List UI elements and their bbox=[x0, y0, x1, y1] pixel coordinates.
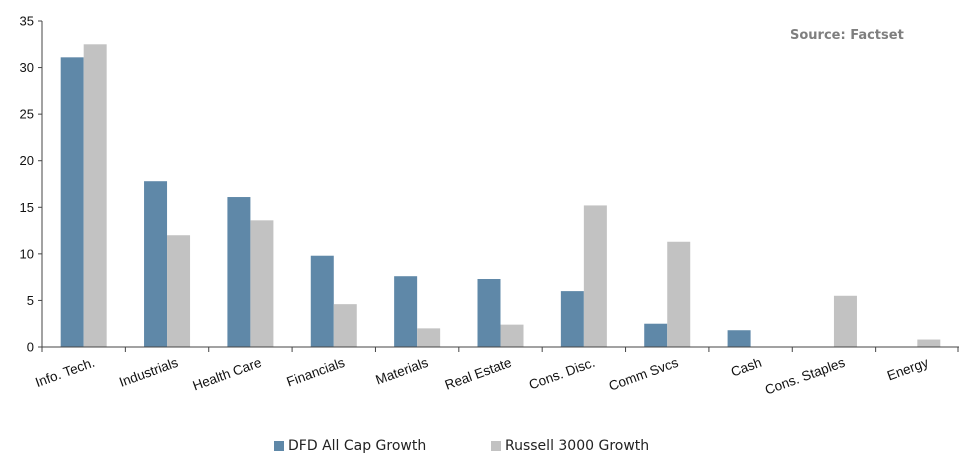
y-tick-label: 0 bbox=[27, 340, 34, 355]
bar-dfd-5 bbox=[477, 279, 501, 347]
bar-russell-6 bbox=[583, 205, 607, 347]
x-axis: Info. Tech. Industrials Health Care Financi… bbox=[33, 346, 959, 398]
x-category-label: Industrials bbox=[117, 355, 180, 390]
y-tick-label: 15 bbox=[20, 200, 34, 215]
bar-dfd-2 bbox=[227, 197, 251, 347]
x-category-label: Materials bbox=[374, 355, 431, 388]
legend-label-dfd: DFD All Cap Growth bbox=[288, 438, 427, 454]
bar-russell-5 bbox=[500, 324, 524, 347]
bar-dfd-7 bbox=[644, 323, 668, 347]
x-category-label: Cash bbox=[729, 355, 764, 380]
bar-dfd-0 bbox=[60, 57, 84, 347]
bar-russell-9 bbox=[833, 295, 857, 347]
x-category-label: Cons. Disc. bbox=[527, 355, 597, 393]
bar-russell-10 bbox=[917, 339, 941, 347]
bar-russell-1 bbox=[167, 235, 191, 347]
bar-dfd-3 bbox=[310, 255, 334, 347]
bar-dfd-4 bbox=[394, 276, 418, 347]
y-tick-label: 30 bbox=[20, 60, 34, 75]
x-category-label: Health Care bbox=[191, 355, 264, 394]
bar-russell-4 bbox=[417, 328, 441, 347]
x-category-label: Comm Svcs bbox=[607, 355, 681, 394]
y-axis: 0 5 10 15 20 25 30 35 bbox=[20, 14, 43, 355]
legend-label-russell: Russell 3000 Growth bbox=[505, 438, 650, 454]
x-category-label: Real Estate bbox=[443, 355, 514, 393]
source-annotation: Source: Factset bbox=[790, 28, 904, 43]
x-category-label: Info. Tech. bbox=[33, 355, 96, 390]
bar-dfd-6 bbox=[560, 291, 584, 347]
y-tick-label: 35 bbox=[20, 14, 34, 29]
y-tick-label: 20 bbox=[20, 153, 34, 168]
legend: DFD All Cap Growth Russell 3000 Growth bbox=[0, 438, 959, 456]
bars bbox=[60, 44, 941, 348]
legend-item-dfd: DFD All Cap Growth bbox=[274, 438, 426, 454]
bar-dfd-8 bbox=[727, 330, 751, 347]
bar-russell-7 bbox=[667, 241, 691, 347]
x-category-label: Financials bbox=[285, 355, 347, 390]
y-tick-label: 25 bbox=[20, 107, 34, 122]
legend-swatch-dfd bbox=[274, 441, 284, 451]
bar-dfd-1 bbox=[144, 181, 168, 347]
y-tick-label: 5 bbox=[27, 293, 34, 308]
x-category-label: Energy bbox=[885, 355, 931, 384]
bar-russell-0 bbox=[83, 44, 107, 348]
bar-russell-2 bbox=[250, 220, 274, 347]
y-tick-label: 10 bbox=[20, 246, 34, 261]
x-category-label: Cons. Staples bbox=[763, 355, 847, 398]
legend-item-russell: Russell 3000 Growth bbox=[491, 438, 649, 454]
legend-swatch-russell bbox=[491, 441, 501, 451]
chart-area: 0 5 10 15 20 25 30 35 Info. Tech. Industrials Hea… bbox=[20, 14, 959, 398]
bar-russell-3 bbox=[333, 304, 357, 347]
